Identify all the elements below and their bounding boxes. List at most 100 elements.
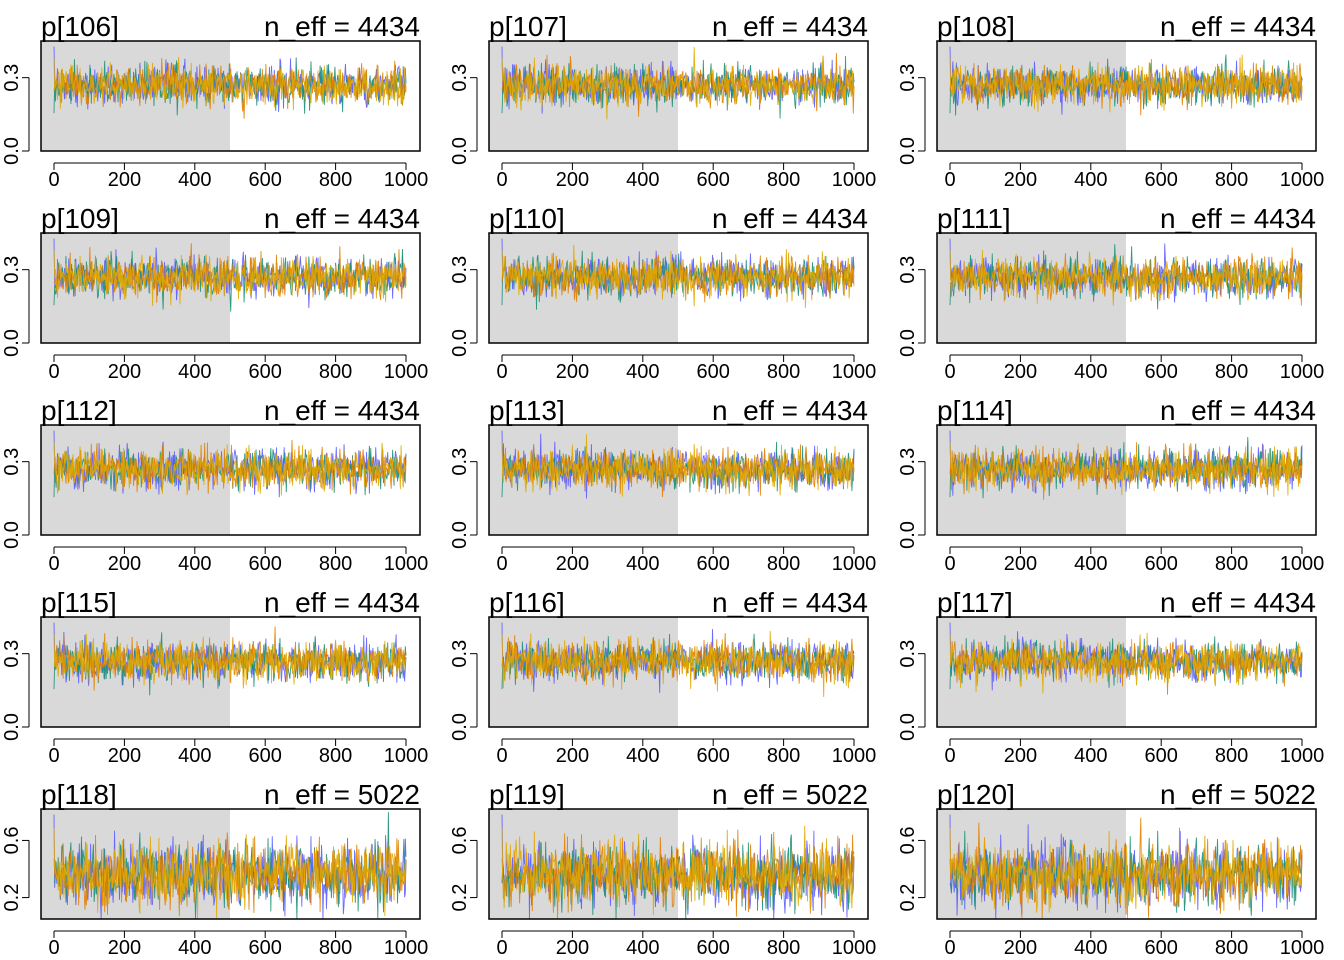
y-axis: 0.0 0.3 <box>449 256 478 357</box>
x-tick-label: 800 <box>1215 937 1248 959</box>
y-tick-label: 0.0 <box>449 329 471 357</box>
x-tick-label: 800 <box>319 937 352 959</box>
x-tick-label: 1000 <box>1280 553 1325 575</box>
x-tick-label: 0 <box>944 553 955 575</box>
x-tick-label: 200 <box>556 745 589 767</box>
chain-4-trace <box>53 828 407 919</box>
x-tick-label: 0 <box>48 937 59 959</box>
panel-title: p[117] <box>937 587 1013 618</box>
x-tick-label: 1000 <box>832 553 877 575</box>
x-tick-label: 400 <box>178 937 211 959</box>
y-axis: 0.0 0.3 <box>1 640 30 741</box>
y-tick-label: 0.0 <box>897 521 919 549</box>
x-axis: 0 200 400 600 800 1000 <box>944 930 1325 959</box>
x-tick-label: 0 <box>944 745 955 767</box>
plot-frame <box>488 424 869 536</box>
chain-4-trace <box>501 244 855 308</box>
chain-traces <box>949 238 1303 310</box>
x-tick-label: 800 <box>319 745 352 767</box>
x-tick-label: 800 <box>767 553 800 575</box>
panel-title: p[109] <box>41 203 119 234</box>
y-tick-label: 0.3 <box>1 256 23 284</box>
x-axis: 0 200 400 600 800 1000 <box>944 546 1325 575</box>
y-axis: 0.0 0.3 <box>449 640 478 741</box>
chain-traces <box>53 622 407 696</box>
x-tick-label: 800 <box>767 745 800 767</box>
y-axis: 0.2 0.6 <box>897 827 926 911</box>
x-tick-label: 600 <box>249 745 282 767</box>
y-tick-label: 0.3 <box>897 256 919 284</box>
neff-label: n_eff = 4434 <box>1160 587 1316 618</box>
x-axis: 0 200 400 600 800 1000 <box>496 930 876 959</box>
x-tick-label: 1000 <box>1280 361 1325 383</box>
x-tick-label: 1000 <box>384 361 429 383</box>
x-tick-label: 600 <box>697 553 730 575</box>
plot-frame <box>936 424 1317 536</box>
x-tick-label: 0 <box>496 169 507 191</box>
plot-frame <box>936 616 1317 728</box>
x-axis: 0 200 400 600 800 1000 <box>944 738 1324 767</box>
chain-3-trace <box>501 443 855 497</box>
x-tick-label: 600 <box>697 361 730 383</box>
panel-title: p[119] <box>489 779 565 810</box>
x-axis: 0 200 400 600 800 1000 <box>48 546 428 575</box>
x-tick-label: 200 <box>1004 745 1037 767</box>
neff-label: n_eff = 4434 <box>712 203 868 234</box>
panel-title: p[110] <box>489 203 565 234</box>
x-axis: 0 200 400 600 800 1000 <box>496 546 877 575</box>
x-tick-label: 200 <box>108 361 141 383</box>
x-tick-label: 200 <box>556 553 589 575</box>
panel-title: p[108] <box>937 11 1015 42</box>
y-tick-label: 0.3 <box>897 448 919 476</box>
y-tick-label: 0.0 <box>897 713 919 741</box>
x-tick-label: 400 <box>626 553 659 575</box>
x-tick-label: 0 <box>496 361 507 383</box>
y-tick-label: 0.0 <box>897 329 919 357</box>
y-tick-label: 0.2 <box>1 884 23 912</box>
x-tick-label: 400 <box>1074 361 1107 383</box>
neff-label: n_eff = 4434 <box>712 395 868 426</box>
panel-title: p[106] <box>41 11 119 42</box>
chain-traces <box>53 812 407 919</box>
x-tick-label: 600 <box>1145 937 1178 959</box>
x-axis: 0 200 400 600 800 1000 <box>496 162 877 191</box>
x-tick-label: 1000 <box>1280 169 1325 191</box>
y-tick-label: 0.0 <box>1 713 23 741</box>
x-axis: 0 200 400 600 800 1000 <box>496 354 876 383</box>
y-tick-label: 0.0 <box>449 713 471 741</box>
plot-frame <box>488 40 869 152</box>
y-tick-label: 0.0 <box>897 137 919 165</box>
neff-label: n_eff = 4434 <box>264 587 420 618</box>
y-tick-label: 0.6 <box>1 827 23 855</box>
chain-traces <box>949 814 1303 919</box>
chain-2-trace <box>501 55 855 119</box>
y-axis: 0.0 0.3 <box>1 256 30 357</box>
chain-4-trace <box>949 632 1303 694</box>
plot-frame <box>40 232 421 344</box>
x-tick-label: 600 <box>1145 169 1178 191</box>
x-tick-label: 800 <box>1215 169 1248 191</box>
x-tick-label: 400 <box>178 361 211 383</box>
plot-frame <box>40 808 421 920</box>
neff-label: n_eff = 4434 <box>1160 11 1316 42</box>
x-tick-label: 600 <box>249 553 282 575</box>
x-tick-label: 1000 <box>1280 937 1325 959</box>
x-tick-label: 1000 <box>832 169 877 191</box>
x-tick-label: 800 <box>1215 361 1248 383</box>
x-tick-label: 0 <box>496 937 507 959</box>
chain-traces <box>949 622 1303 695</box>
plot-frame <box>488 616 869 728</box>
warmup-region <box>41 41 230 151</box>
neff-label: n_eff = 4434 <box>712 11 868 42</box>
y-tick-label: 0.3 <box>449 256 471 284</box>
neff-label: n_eff = 5022 <box>264 779 420 810</box>
chain-traces <box>501 622 855 697</box>
x-tick-label: 0 <box>944 169 955 191</box>
x-tick-label: 600 <box>249 169 282 191</box>
